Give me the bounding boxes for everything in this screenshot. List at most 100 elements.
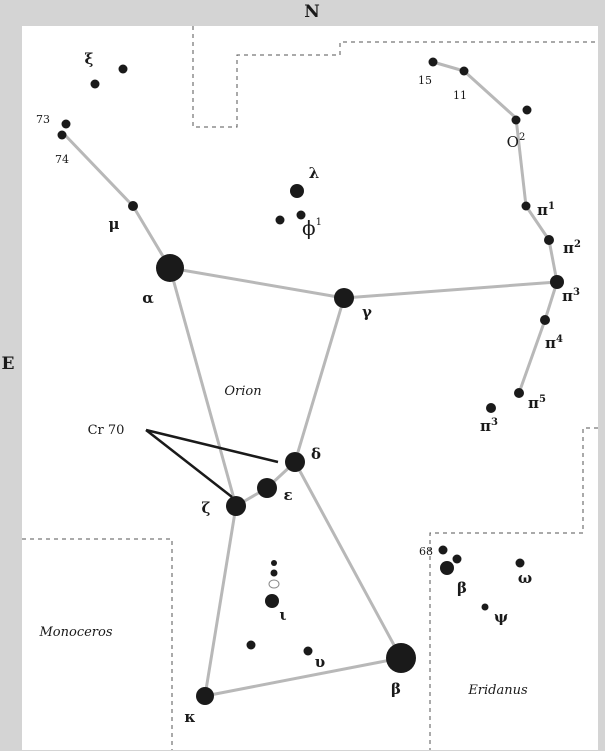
label-11: 11: [453, 89, 467, 102]
star-68: [438, 545, 448, 555]
label-omega: ω: [518, 569, 532, 587]
label-15: 15: [418, 74, 432, 87]
label-omicron-sup: 2: [519, 132, 525, 143]
star-iota: [265, 594, 279, 608]
region-monoceros: Monoceros: [38, 625, 112, 640]
label-73: 73: [36, 113, 50, 126]
star-sword-top: [271, 560, 277, 566]
star-74: [57, 130, 67, 140]
label-pi1-sup: 1: [548, 201, 555, 212]
star-sword-2: [270, 569, 278, 577]
label-gamma: γ: [362, 303, 372, 321]
star-phi2: [275, 215, 285, 225]
label-delta: δ: [311, 445, 321, 463]
stars: [57, 57, 564, 705]
star-mu: [128, 201, 138, 211]
label-omicron-glyph: O: [507, 133, 519, 151]
line-kappa-beta: [203, 656, 403, 698]
sky-area: [22, 26, 598, 750]
cluster-pointer: [145, 428, 279, 498]
line-zeta-kappa: [203, 504, 238, 698]
star-beta-eri: [440, 561, 454, 575]
star-upsilon: [303, 646, 313, 656]
cluster-label: Cr 70: [88, 423, 125, 438]
line-delta-beta: [293, 460, 403, 660]
label-phi-glyph: ϕ: [302, 216, 316, 240]
label-pi5-sup: 5: [539, 394, 546, 405]
star-psi: [481, 603, 489, 611]
star-pi5: [514, 388, 524, 398]
star-beta: [386, 643, 416, 673]
label-74: 74: [55, 153, 69, 166]
star-epsilon: [257, 478, 277, 498]
star-73: [61, 119, 71, 129]
line-15-11: [431, 60, 466, 73]
star-zeta: [226, 496, 246, 516]
label-pi1: π1: [537, 201, 555, 219]
label-pi2-glyph: π: [563, 239, 574, 257]
label-beta-eri: β: [457, 579, 467, 597]
star-gamma: [334, 288, 354, 308]
label-pi1-glyph: π: [537, 201, 548, 219]
label-kappa: κ: [184, 708, 195, 726]
label-xi: ξ: [85, 50, 94, 68]
star-pi3-low: [486, 403, 496, 413]
compass-east: E: [2, 354, 15, 374]
star-phi1: [296, 210, 306, 220]
star-xi-companion: [118, 64, 128, 74]
star-kappa: [196, 687, 214, 705]
line-pi4-pi5: [517, 318, 547, 395]
label-pi3-low-sup: 3: [491, 417, 498, 428]
label-pi3-glyph: π: [562, 287, 573, 305]
boundary-north: [192, 26, 598, 128]
label-pi4-glyph: π: [545, 334, 556, 352]
star-pi3: [550, 275, 564, 289]
label-zeta: ζ: [202, 499, 211, 517]
line-gamma-delta: [293, 296, 346, 464]
line-pi2-pi3: [547, 238, 559, 284]
cluster-pointer-line-upper: [145, 428, 279, 464]
label-pi3-low: π3: [480, 417, 498, 435]
star-11: [459, 66, 469, 76]
label-alpha: α: [142, 289, 154, 307]
label-phi-sup: 1: [316, 217, 322, 228]
star-omega: [515, 558, 525, 568]
label-68: 68: [419, 545, 433, 558]
constellation-boundaries: [22, 26, 598, 750]
label-pi3: π3: [562, 287, 580, 305]
line-pi1-pi2: [524, 204, 551, 242]
boundary-monoceros: [22, 538, 173, 750]
region-eridanus: Eridanus: [467, 683, 528, 698]
label-omicron: O2: [507, 132, 526, 151]
line-o2-pi1: [514, 116, 528, 208]
star-xi: [90, 79, 100, 89]
star-o1: [522, 105, 532, 115]
label-pi2: π2: [563, 239, 581, 257]
orion-nebula: [268, 579, 280, 589]
line-11-o2: [462, 69, 518, 120]
label-pi5: π5: [528, 394, 546, 412]
label-pi5-glyph: π: [528, 394, 539, 412]
label-pi2-sup: 2: [574, 239, 581, 250]
label-beta: β: [391, 680, 401, 698]
label-pi4-sup: 4: [556, 334, 563, 345]
star-delta: [285, 452, 305, 472]
line-gamma-pi3: [342, 280, 559, 300]
line-alpha-zeta: [168, 266, 238, 508]
star-pi1: [521, 201, 531, 211]
star-pi4: [540, 315, 550, 325]
label-phi: ϕ1: [302, 216, 322, 240]
label-epsilon: ε: [283, 486, 292, 504]
label-mu: μ: [109, 215, 120, 233]
label-pi3-low-glyph: π: [480, 417, 491, 435]
star-lambda: [290, 184, 304, 198]
line-74-mu: [62, 132, 135, 208]
region-orion: Orion: [224, 384, 261, 399]
star-sword-low: [246, 640, 256, 650]
star-o2: [511, 115, 521, 125]
star-alpha: [156, 254, 184, 282]
line-alpha-gamma: [168, 266, 346, 300]
label-iota: ι: [279, 606, 286, 624]
label-lambda: λ: [309, 164, 320, 182]
